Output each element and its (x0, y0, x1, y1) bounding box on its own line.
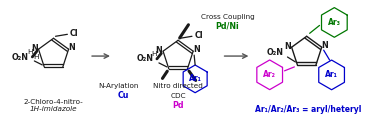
Text: Nitro directed: Nitro directed (153, 83, 203, 89)
Text: Ar₁: Ar₁ (189, 74, 201, 83)
Text: O₂N: O₂N (266, 48, 283, 57)
Text: H: H (152, 51, 157, 57)
Text: Cu: Cu (118, 91, 129, 100)
Text: O₂N: O₂N (136, 54, 153, 63)
Text: Cl: Cl (195, 31, 203, 40)
Text: Ar₃: Ar₃ (328, 18, 341, 27)
Text: H: H (27, 49, 33, 55)
Text: CDC: CDC (170, 93, 186, 99)
Text: Cl: Cl (70, 29, 79, 38)
Text: Pd/Ni: Pd/Ni (216, 22, 239, 31)
Text: 1H-imidazole: 1H-imidazole (30, 107, 77, 112)
Text: Cross Coupling: Cross Coupling (201, 14, 254, 19)
Text: N: N (156, 46, 163, 55)
Text: 2-Chloro-4-nitro-: 2-Chloro-4-nitro- (24, 99, 84, 105)
Text: N: N (68, 43, 75, 52)
Text: O₂N: O₂N (12, 52, 29, 62)
Text: N: N (321, 41, 328, 50)
Text: Pd: Pd (172, 101, 184, 110)
Text: Ar₂: Ar₂ (263, 70, 276, 79)
Text: H: H (33, 54, 38, 60)
Text: Ar₁/Ar₂/Ar₃ = aryl/heteryl: Ar₁/Ar₂/Ar₃ = aryl/heteryl (256, 105, 362, 114)
Text: Ar₁: Ar₁ (325, 70, 338, 79)
Text: N: N (193, 45, 200, 54)
Text: N: N (284, 42, 291, 51)
Text: N-Arylation: N-Arylation (99, 83, 139, 89)
Text: N: N (31, 44, 38, 53)
